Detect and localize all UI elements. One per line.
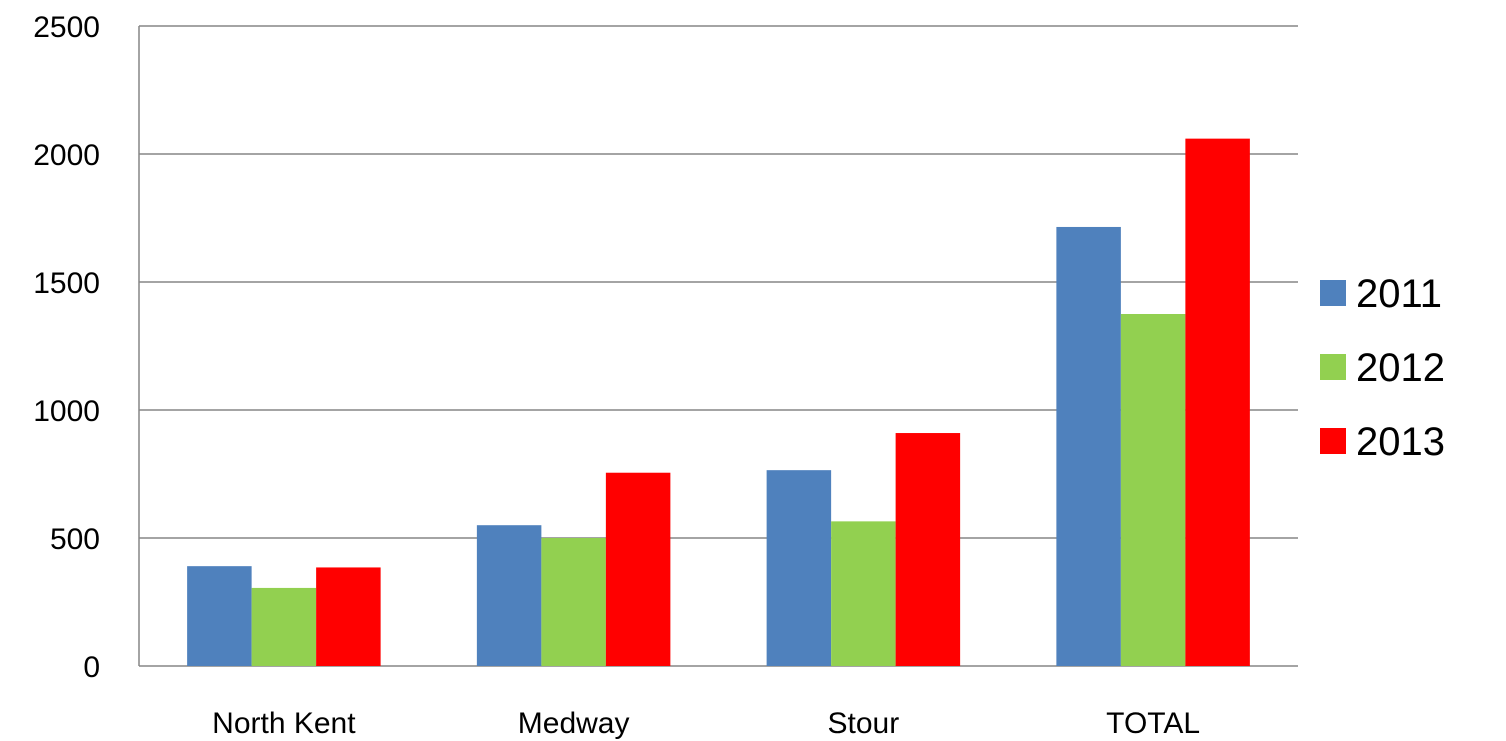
bar-2012-north-kent — [251, 587, 317, 666]
bar-2013-north-kent — [316, 567, 381, 666]
bar-2012-stour — [831, 521, 896, 666]
bar-2013-medway — [605, 472, 671, 666]
y-tick-label: 1500 — [33, 267, 100, 300]
y-tick-label: 0 — [83, 651, 100, 684]
y-tick-label: 2000 — [33, 139, 100, 172]
legend-label-2013: 2013 — [1356, 420, 1445, 464]
x-tick-label: Stour — [828, 707, 900, 740]
x-tick-label: TOTAL — [1106, 707, 1200, 740]
y-tick-label: 1000 — [33, 395, 100, 428]
bar-2012-total — [1120, 314, 1186, 666]
bar-2011-total — [1056, 226, 1121, 666]
bar-2011-north-kent — [187, 566, 252, 666]
y-tick-labels: 0 500 1000 1500 2000 2500 — [33, 11, 100, 684]
y-tick-label: 2500 — [33, 11, 100, 44]
bar-2011-stour — [766, 470, 832, 666]
x-tick-label: North Kent — [212, 707, 356, 740]
bar-2013-total — [1185, 138, 1250, 666]
legend-label-2011: 2011 — [1356, 272, 1442, 316]
bar-2011-medway — [476, 525, 542, 666]
legend-swatch-2011 — [1320, 280, 1346, 306]
y-tick-label: 500 — [50, 523, 100, 556]
legend-swatch-2013 — [1320, 428, 1346, 454]
legend-label-2012: 2012 — [1356, 346, 1445, 390]
bars — [187, 138, 1250, 666]
x-tick-labels: North Kent Medway Stour TOTAL — [212, 707, 1200, 740]
bar-2012-medway — [541, 538, 606, 666]
legend-swatch-2012 — [1320, 354, 1346, 380]
x-tick-label: Medway — [518, 707, 630, 740]
bar-2013-stour — [895, 433, 961, 666]
legend: 2011 2012 2013 — [1320, 272, 1445, 464]
